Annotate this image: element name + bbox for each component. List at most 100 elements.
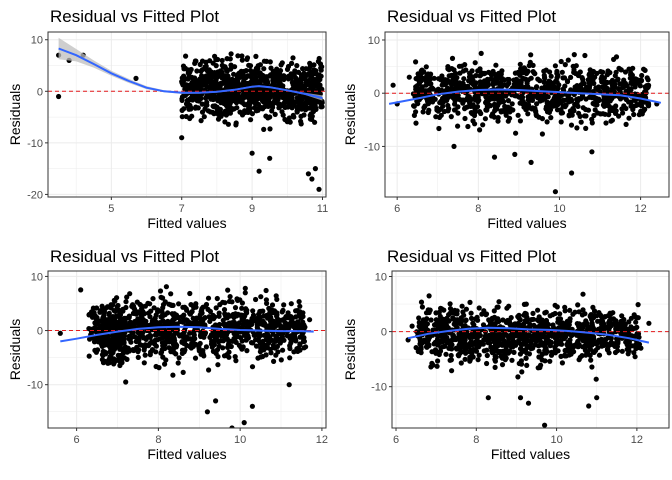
data-point [623,326,630,332]
data-point [225,73,231,79]
data-point [418,299,425,305]
data-point [500,336,506,342]
data-point [575,103,581,109]
data-point [617,81,623,87]
data-point [480,341,486,347]
data-point [298,121,304,127]
data-point [276,82,282,88]
data-point [575,84,581,90]
data-point [282,104,289,110]
data-point [111,297,117,303]
data-point [496,338,502,344]
data-point [201,82,207,88]
data-point [602,314,608,320]
data-point [150,296,156,302]
data-point [524,318,530,325]
x-tick-label: 10 [550,434,562,446]
x-tick-label: 6 [394,203,400,215]
data-point [543,104,550,110]
data-point [491,154,498,160]
data-point [91,310,97,316]
data-point [458,360,464,366]
data-point [296,299,302,305]
data-point [271,358,277,364]
data-point [419,304,425,310]
data-point [527,97,533,103]
data-point [535,307,541,313]
data-point [128,335,134,341]
data-point [154,332,160,338]
data-point [520,333,526,339]
data-point [518,95,525,101]
data-point [577,113,583,119]
data-point [428,317,434,323]
data-point [576,309,582,315]
data-point [306,66,312,72]
data-point [255,70,261,76]
data-point [613,326,619,332]
data-point [437,313,443,319]
data-point [263,312,270,319]
data-point [586,87,592,93]
y-tick-label: 10 [375,272,387,284]
data-point [256,338,262,344]
data-point [589,320,595,326]
data-point [639,72,645,79]
data-point [539,357,545,363]
data-point [107,337,113,343]
data-point [526,63,532,69]
data-point [492,353,498,359]
data-point [544,321,550,327]
data-point [249,364,256,370]
data-point [170,341,177,347]
data-point [205,295,212,301]
data-point [281,100,287,106]
data-point [308,71,314,77]
data-point [495,97,501,103]
data-point [255,321,261,327]
panel-border [47,270,327,429]
data-point [415,88,421,94]
panel-border [384,31,670,198]
data-point [548,339,554,345]
data-point [280,112,286,118]
data-point [484,360,490,367]
data-point [475,68,481,74]
data-point [493,62,499,68]
data-point [593,376,599,382]
y-tick-label: 0 [374,88,380,100]
data-point [580,307,586,313]
data-point [524,70,530,76]
data-point [501,99,507,105]
data-point [466,334,473,340]
data-point [244,331,250,337]
data-point [618,67,624,73]
data-point [120,306,126,312]
data-point [583,113,589,119]
data-point [443,351,449,357]
data-point [570,344,576,350]
data-point [457,70,463,76]
data-point [94,305,100,311]
data-point [444,316,450,322]
data-point [525,111,531,117]
data-point [237,109,243,115]
data-point [454,335,460,341]
data-point [448,114,454,120]
data-point [571,67,577,73]
data-point [623,339,629,345]
data-point [185,103,191,109]
data-point [541,72,547,78]
data-point [515,314,521,320]
data-point [536,348,542,354]
x-tick-label: 7 [179,203,185,215]
data-point [568,122,575,128]
data-point [521,65,528,71]
data-point [477,332,483,339]
data-point [275,96,281,102]
data-point [307,100,313,106]
data-point [294,108,300,114]
data-point [470,334,476,340]
data-point [203,301,210,308]
